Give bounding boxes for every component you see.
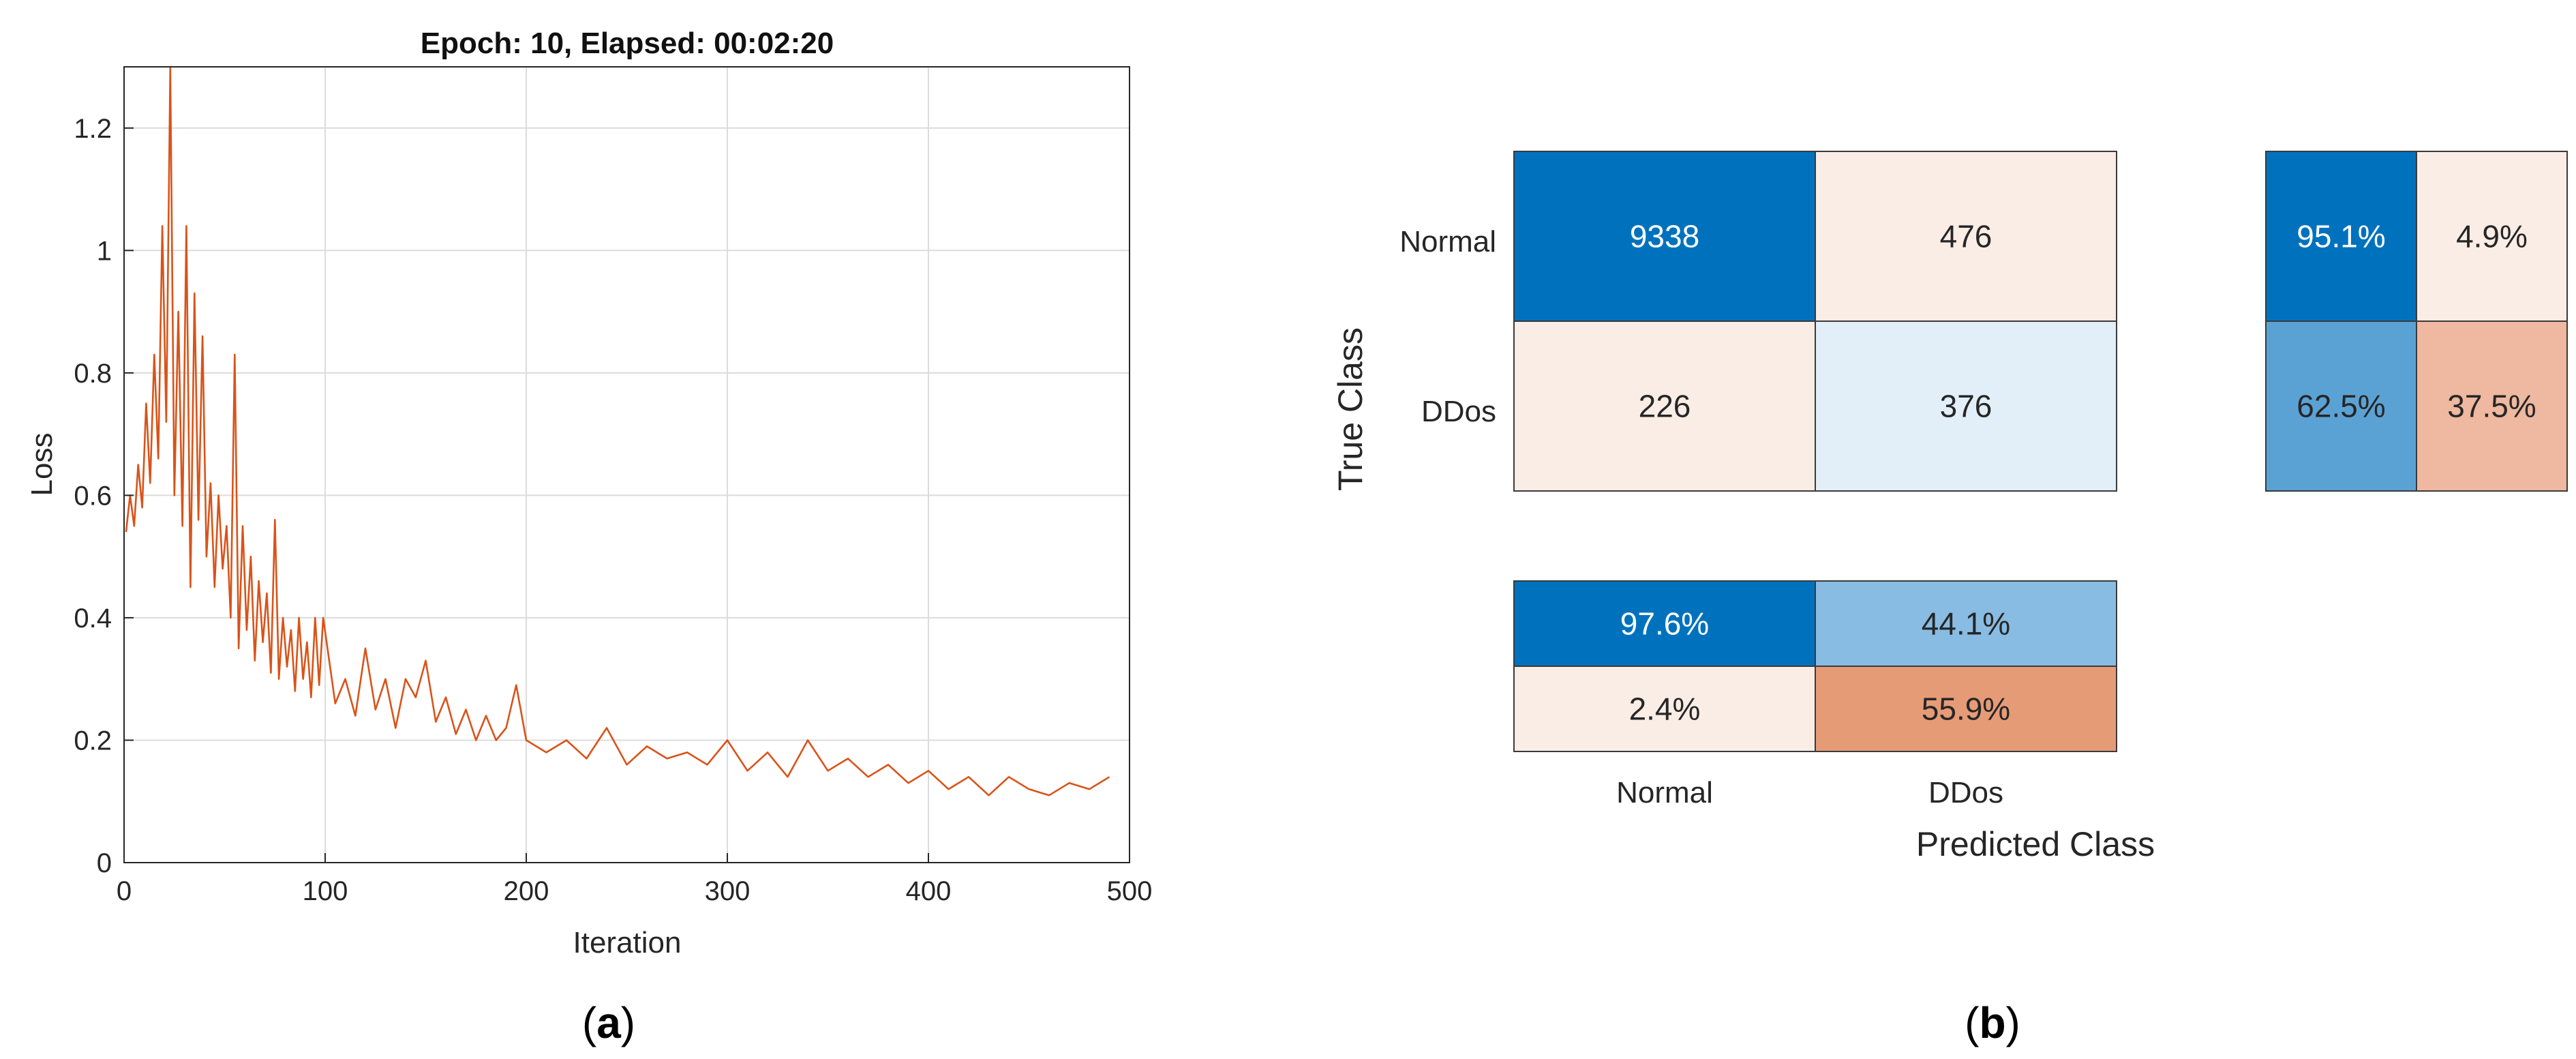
row-summary-value: 37.5%: [2447, 389, 2536, 424]
plot-box: [123, 66, 1130, 863]
column-summary-value: 2.4%: [1629, 691, 1701, 727]
y-axis-title: True Class: [1331, 327, 1369, 491]
x-axis-ticks: 0 100 200 300 400 500: [117, 853, 1153, 906]
column-summary-value: 44.1%: [1922, 606, 2010, 642]
column-summary-cell: [1513, 580, 1816, 667]
loss-series-line: [125, 65, 1110, 796]
x-tick-label: 200: [504, 876, 549, 906]
row-summary-value: 95.1%: [2297, 219, 2385, 254]
matrix-value: 376: [1940, 389, 1992, 424]
column-label-normal: Normal: [1616, 776, 1713, 809]
matrix-cell: [1513, 320, 1816, 492]
x-axis-title: Predicted Class: [1916, 825, 2155, 863]
matrix-value: 226: [1639, 389, 1691, 424]
matrix-cell: [1815, 151, 2117, 322]
y-tick-label: 0.8: [74, 359, 112, 389]
y-tick-label: 1.2: [74, 114, 112, 144]
plot-title: Epoch: 10, Elapsed: 00:02:20: [421, 27, 834, 60]
column-summary-cell: [1815, 666, 2117, 752]
row-summary-cell: [2416, 320, 2568, 492]
x-tick-label: 0: [117, 876, 132, 906]
confusion-matrix-panel: 9338 476 226 376 95.1% 4.9% 62.5% 37.5% 97.6% 4…: [1331, 151, 2568, 1047]
column-summary: 97.6% 44.1% 2.4% 55.9%: [1513, 580, 2117, 752]
confusion-matrix: 9338 476 226 376: [1513, 151, 2117, 492]
panel-caption-a: (a): [582, 998, 635, 1047]
x-tick-label: 500: [1107, 876, 1153, 906]
matrix-cell: [1513, 151, 1816, 322]
row-summary-value: 4.9%: [2456, 219, 2528, 254]
column-summary-cell: [1513, 666, 1816, 752]
row-summary: 95.1% 4.9% 62.5% 37.5%: [2265, 151, 2568, 492]
column-summary-cell: [1815, 580, 2117, 667]
y-tick-label: 0: [97, 848, 112, 878]
plot-area: [124, 67, 1130, 863]
row-label-ddos: DDos: [1421, 395, 1496, 428]
column-label-ddos: DDos: [1928, 776, 2003, 809]
row-summary-cell: [2265, 151, 2417, 322]
y-tick-label: 1: [97, 236, 112, 266]
x-tick-label: 100: [303, 876, 348, 906]
x-axis-title: Iteration: [573, 926, 682, 959]
y-tick-label: 0.4: [74, 603, 112, 633]
y-tick-label: 0.2: [74, 726, 112, 756]
matrix-value: 9338: [1630, 219, 1699, 254]
row-label-normal: Normal: [1399, 225, 1496, 258]
matrix-value: 476: [1940, 219, 1992, 254]
column-summary-value: 97.6%: [1620, 606, 1709, 642]
column-summary-value: 55.9%: [1922, 691, 2010, 727]
row-summary-cell: [2265, 320, 2417, 492]
loss-plot-panel: 0 100 200 300 400 500 0 0.2 0.4 0.6 0.8 1 1.2 Epoch…: [25, 27, 1152, 1047]
x-tick-label: 400: [906, 876, 952, 906]
row-summary-cell: [2416, 151, 2568, 322]
row-summary-value: 62.5%: [2297, 389, 2385, 424]
y-axis-title: Loss: [25, 433, 59, 496]
panel-caption-b: (b): [1965, 998, 2020, 1047]
matrix-cell: [1815, 320, 2117, 492]
x-tick-label: 300: [705, 876, 751, 906]
y-tick-label: 0.6: [74, 481, 112, 511]
y-axis-ticks: 0 0.2 0.4 0.6 0.8 1 1.2: [74, 114, 134, 878]
